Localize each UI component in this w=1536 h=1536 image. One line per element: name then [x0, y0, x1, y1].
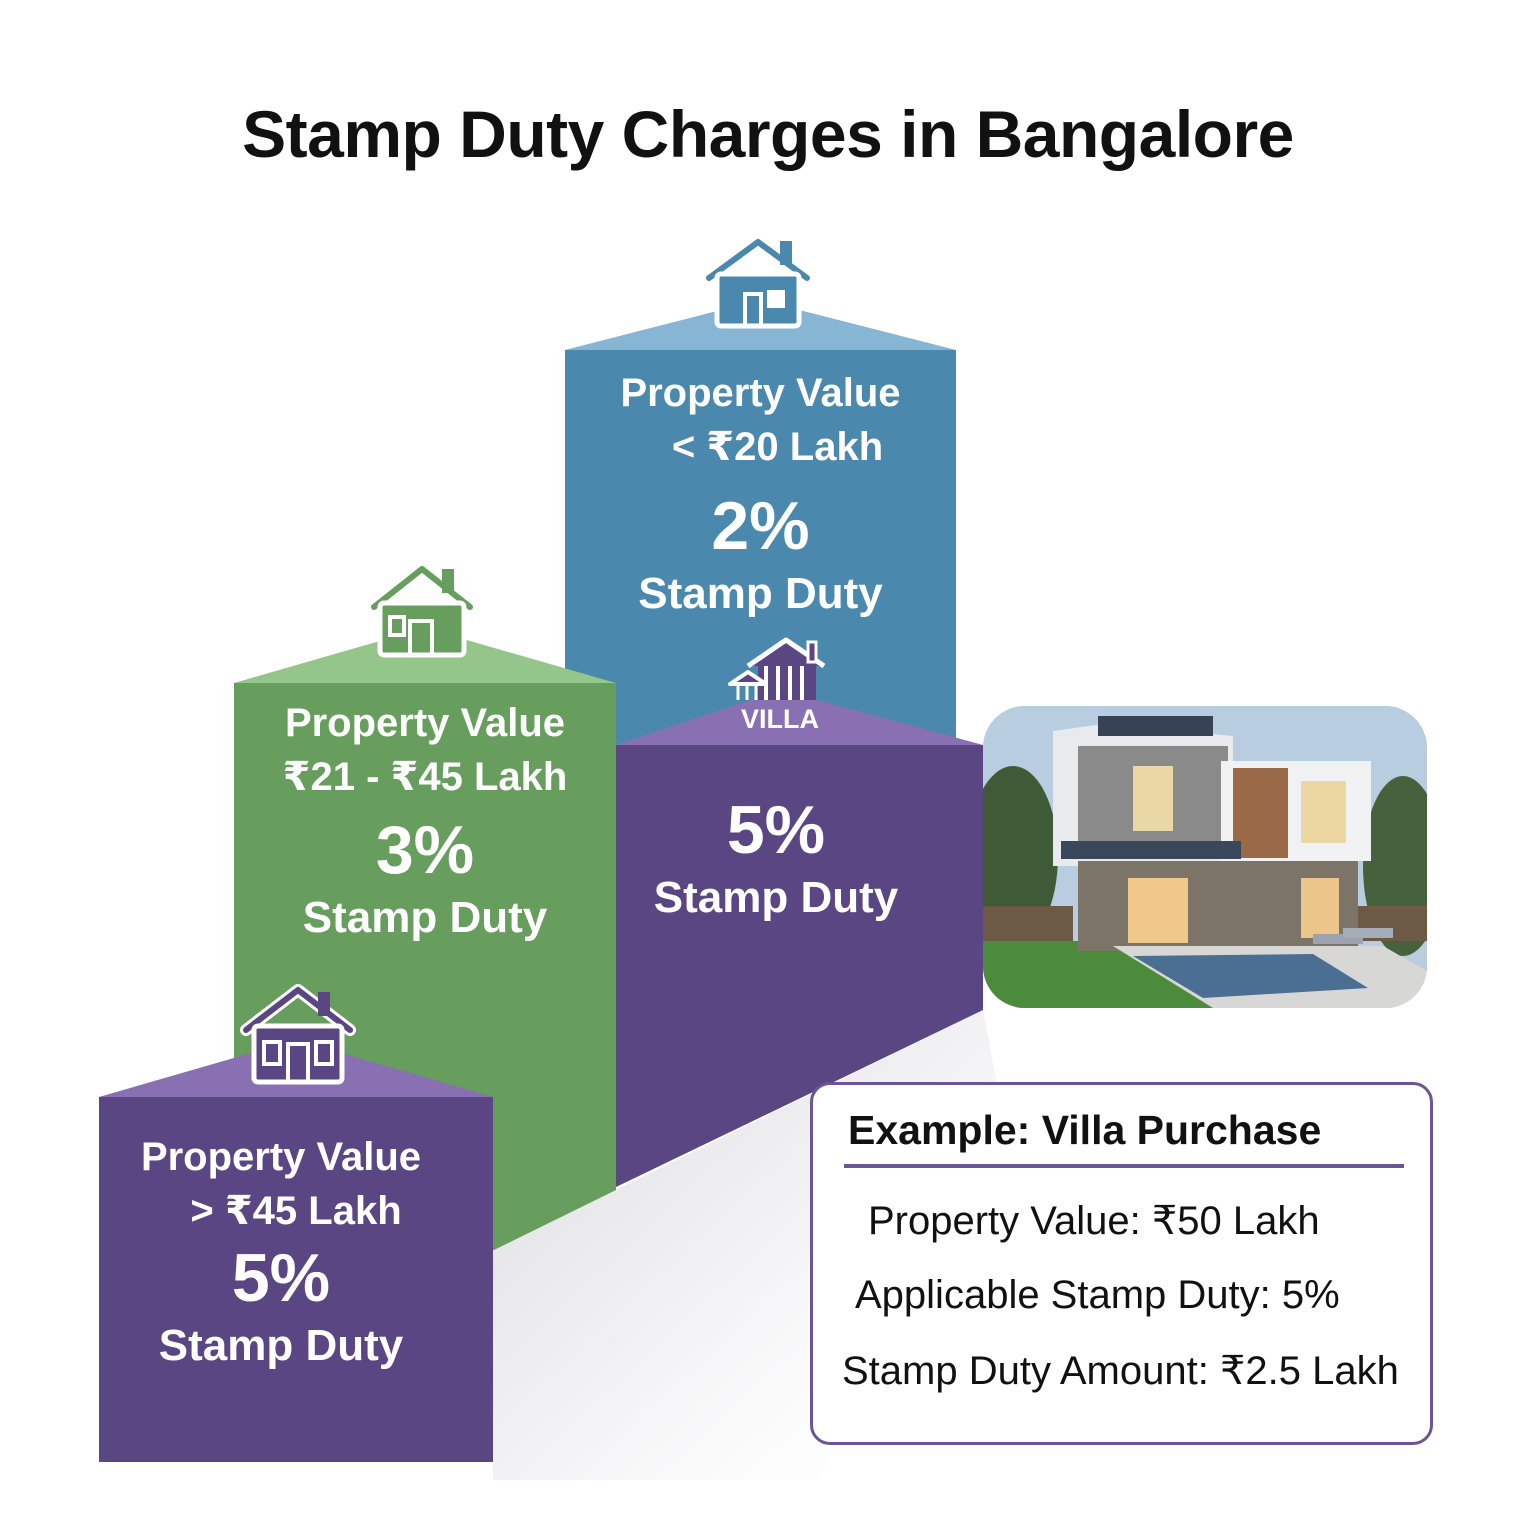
tier-block-villa [616, 690, 983, 1187]
property-value-label: Property Value [620, 371, 901, 415]
villa-photo [983, 706, 1427, 1008]
house-icon [368, 563, 476, 658]
stamp-duty-rate: 3% [375, 812, 475, 888]
house-icon [703, 236, 813, 329]
tier-villa-text: 5% Stamp Duty [616, 790, 936, 926]
villa-icon-label: VILLA [741, 704, 819, 734]
house-icon [240, 984, 356, 1085]
property-value-range: > ₹45 Lakh [190, 1189, 402, 1233]
property-value-label: Property Value [284, 701, 566, 745]
stamp-duty-label: Stamp Duty [302, 893, 548, 942]
stamp-duty-rate: 5% [231, 1240, 331, 1316]
stamp-duty-rate: 5% [726, 792, 826, 868]
stamp-duty-label: Stamp Duty [158, 1321, 404, 1370]
example-duty-amount: Stamp Duty Amount: ₹2.5 Lakh [842, 1349, 1399, 1393]
villa-icon [728, 637, 826, 700]
example-divider [844, 1164, 1404, 1168]
example-property-value: Property Value: ₹50 Lakh [868, 1199, 1320, 1243]
stamp-duty-label: Stamp Duty [653, 873, 899, 922]
tier-high-text: Property Value > ₹45 Lakh 5% Stamp Duty [99, 1130, 463, 1374]
stamp-duty-label: Stamp Duty [638, 569, 883, 618]
property-value-range: ₹21 - ₹45 Lakh [282, 755, 568, 799]
property-value-range: < ₹20 Lakh [671, 425, 884, 469]
tier-mid-text: Property Value ₹21 - ₹45 Lakh 3% Stamp D… [234, 696, 616, 946]
example-applicable-rate: Applicable Stamp Duty: 5% [855, 1273, 1340, 1317]
example-card: Example: Villa Purchase Property Value: … [810, 1082, 1433, 1445]
tier-low-text: Property Value < ₹20 Lakh 2% Stamp Duty [565, 366, 956, 622]
stamp-duty-rate: 2% [711, 488, 810, 564]
property-value-label: Property Value [140, 1135, 422, 1179]
villa-illustration [983, 706, 1427, 1008]
page-title: Stamp Duty Charges in Bangalore [242, 97, 1294, 171]
example-title: Example: Villa Purchase [848, 1107, 1322, 1153]
